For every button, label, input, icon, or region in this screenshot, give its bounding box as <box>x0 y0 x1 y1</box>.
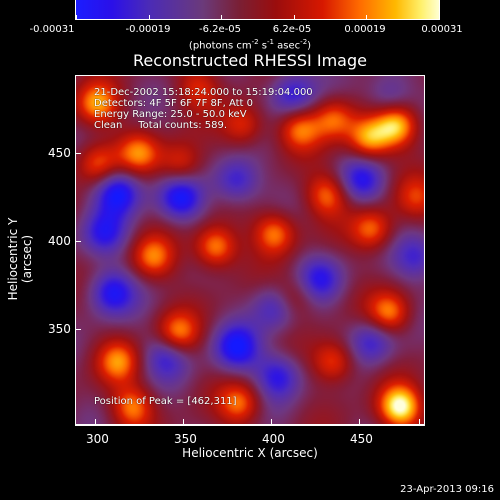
colorbar-tick <box>221 15 222 19</box>
detectors-info: Detectors: 4F 5F 6F 7F 8F, Att 0 <box>94 98 254 109</box>
colorbar-tick <box>149 15 150 19</box>
colorbar <box>75 0 440 20</box>
peak-position-text: Position of Peak = [462,311] <box>94 396 237 407</box>
y-tick <box>75 329 81 330</box>
x-tick <box>359 419 360 425</box>
colorbar-tick <box>439 15 440 19</box>
y-tick-label: 400 <box>48 234 71 248</box>
clean-total-counts: Clean Total counts: 589. <box>94 120 228 131</box>
colorbar-tick <box>366 15 367 19</box>
x-tick <box>419 419 420 425</box>
y-tick <box>75 153 81 154</box>
y-axis-label: Heliocentric Y (arcsec) <box>6 217 34 301</box>
x-tick-label: 300 <box>86 432 109 446</box>
colorbar-tick <box>294 15 295 19</box>
colorbar-tick-label: -0.00031 <box>29 24 75 35</box>
y-tick <box>75 241 81 242</box>
x-tick <box>271 419 272 425</box>
x-tick <box>183 419 184 425</box>
x-tick-label: 450 <box>350 432 373 446</box>
y-tick-label: 450 <box>48 146 71 160</box>
plot-area: 21-Dec-2002 15:18:24.000 to 15:19:04.000… <box>75 75 425 425</box>
y-axis-line <box>75 75 76 426</box>
x-tick-label: 350 <box>174 432 197 446</box>
colorbar-tick-label: 0.00019 <box>344 24 386 35</box>
colorbar-tick-label: -0.00019 <box>125 24 171 35</box>
x-tick <box>95 419 96 425</box>
x-axis-line <box>75 425 425 426</box>
colorbar-gradient <box>76 0 439 19</box>
plot-title: Reconstructed RHESSI Image <box>133 51 367 70</box>
heatmap-image <box>76 76 424 424</box>
colorbar-tick-label: -6.2e-05 <box>199 24 241 35</box>
energy-range: Energy Range: 25.0 - 50.0 keV <box>94 109 247 120</box>
generation-timestamp: 23-Apr-2013 09:16 <box>400 484 494 495</box>
y-tick-label: 350 <box>48 322 71 336</box>
observation-time: 21-Dec-2002 15:18:24.000 to 15:19:04.000 <box>94 87 313 98</box>
x-tick-label: 400 <box>262 432 285 446</box>
colorbar-units: (photons cm-2 s-1 asec-2) <box>188 38 312 52</box>
colorbar-tick-label: 0.00031 <box>421 24 463 35</box>
x-axis-label: Heliocentric X (arcsec) <box>182 446 318 460</box>
colorbar-tick-label: 6.2e-05 <box>272 24 312 35</box>
colorbar-tick <box>76 15 77 19</box>
